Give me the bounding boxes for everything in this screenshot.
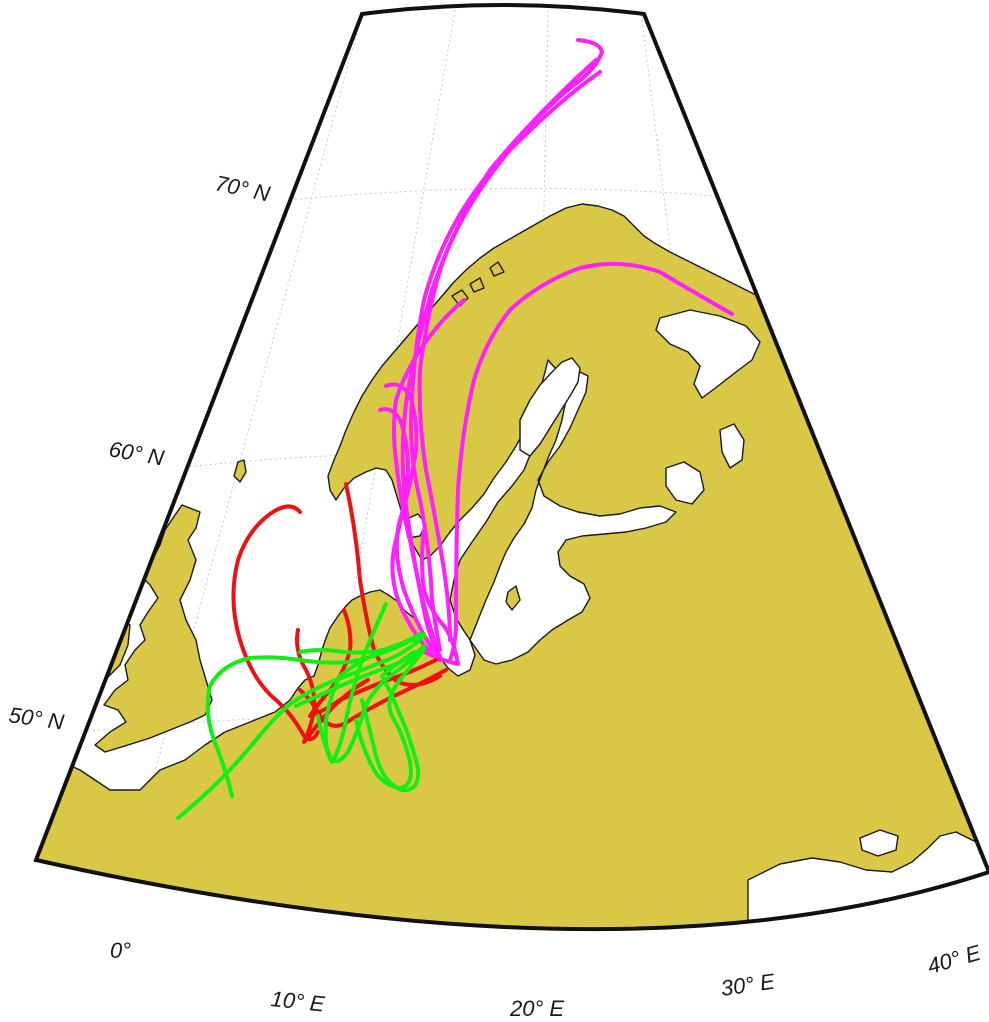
track-green-7	[354, 648, 426, 790]
track-red-2	[344, 482, 442, 687]
track-red-1	[231, 504, 320, 742]
lofoten-islands	[451, 261, 505, 307]
track-magenta-1	[409, 38, 604, 652]
track-magenta-7	[384, 382, 442, 662]
graticule-lon-0	[119, 13, 363, 901]
magenta-tracks	[378, 38, 734, 666]
sea-of-azov	[859, 829, 899, 857]
gulf-of-bothnia	[519, 357, 581, 457]
red-tracks	[231, 482, 448, 744]
track-green-5	[360, 650, 421, 793]
track-magenta-5	[392, 298, 466, 658]
shetland-islands	[233, 459, 247, 483]
lon-label-20: 20° E	[509, 996, 564, 1021]
graticule-lon-10	[289, 9, 456, 930]
white-sea	[655, 309, 761, 399]
track-magenta-8	[418, 528, 460, 666]
lon-label-0: 0°	[110, 938, 131, 963]
lat-label-70: 70° N	[213, 170, 272, 206]
lon-label-40: 40° E	[924, 940, 983, 979]
lon-label-10: 10° E	[269, 986, 326, 1017]
great-britain-landmass	[94, 504, 213, 753]
gotland-island	[505, 585, 521, 611]
lat-label-50: 50° N	[7, 702, 65, 734]
track-magenta-2	[417, 70, 602, 642]
lake-onega	[719, 423, 745, 469]
map-frame	[33, 3, 989, 932]
track-green-8	[294, 644, 426, 708]
adriatic-sea	[379, 921, 431, 930]
lake-ladoga	[665, 461, 705, 505]
graticule-lat-70	[289, 187, 741, 201]
track-green-1	[176, 634, 426, 820]
track-magenta-4	[448, 261, 734, 662]
baltic-sea	[469, 371, 677, 665]
lat-label-60: 60° N	[107, 436, 166, 470]
lon-label-30: 30° E	[719, 969, 776, 1001]
green-tracks	[176, 602, 426, 820]
trajectories	[176, 38, 734, 820]
